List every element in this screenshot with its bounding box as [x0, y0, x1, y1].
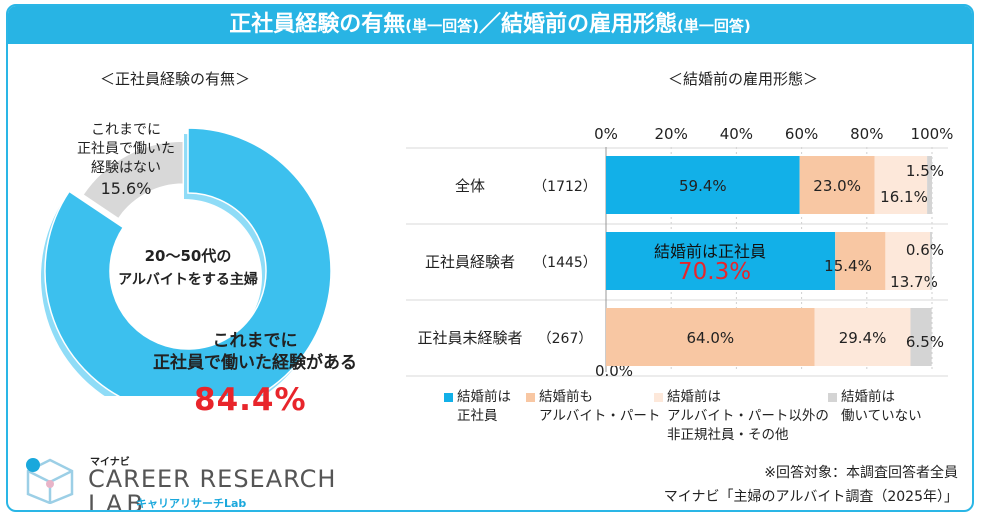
donut-center-line1: 20～50代の	[145, 247, 232, 265]
bar-segment	[885, 232, 931, 290]
yes-label-line2: 正社員で働いた経験がある	[153, 352, 357, 373]
title-tag-2: (単一回答)	[677, 17, 751, 35]
donut-slice-no	[81, 140, 185, 220]
legend-item-3: 結婚前はアルバイト・パート以外の 非正規社員・その他	[654, 388, 834, 448]
title-part-2: 結婚前の雇用形態	[501, 12, 678, 37]
legend-1-line2: 正社員	[457, 408, 498, 424]
no-label-line2: 正社員で働いた	[77, 141, 175, 157]
title-separator: ／	[478, 12, 501, 37]
highlight-value: 70.3%	[678, 259, 752, 285]
legend-item-4: 結婚前は働いていない	[828, 388, 948, 448]
donut-section-title: ＜正社員経験の有無＞	[100, 70, 251, 88]
logo-kana: マイナビ	[90, 457, 130, 468]
sample-size-label: （267）	[538, 331, 593, 347]
legend-swatch-4	[828, 393, 837, 402]
donut-center-line2: アルバイトをする主婦	[118, 271, 258, 288]
no-label-line3: 経験はない	[91, 160, 161, 176]
bar-segment	[814, 308, 911, 366]
bar-segment	[835, 232, 886, 290]
bar-segment	[930, 232, 932, 290]
legend-4-line1: 結婚前は	[841, 389, 895, 405]
bar-value-label: 23.0%	[813, 177, 861, 195]
infographic-frame: 正社員経験の有無(単一回答)／結婚前の雇用形態(単一回答) ＜正社員経験の有無＞…	[6, 4, 974, 512]
bar-value-label: 15.4%	[824, 257, 872, 275]
bar-value-label: 16.1%	[880, 188, 928, 206]
yes-label-line1: これまでに	[213, 331, 298, 351]
bar-value-label: 0.0%	[595, 362, 633, 380]
sample-size-label: （1445）	[533, 255, 597, 271]
bar-value-label: 29.4%	[839, 329, 887, 347]
bar-segment	[606, 156, 800, 214]
logo-main: CAREER RESEARCH	[88, 465, 337, 493]
career-research-lab-logo-icon	[26, 458, 74, 504]
x-tick-label: 60%	[785, 125, 818, 143]
logo-lab: LAB	[88, 490, 147, 512]
bar-segment	[874, 156, 928, 214]
stacked-bar-chart: 0% 20% 40% 60% 80% 100% 全体 （1712） 59.4% 23.0% 16.…	[406, 125, 954, 380]
category-label: 正社員経験者	[425, 253, 515, 271]
bar-segment	[606, 232, 836, 290]
legend-swatch-1	[444, 393, 453, 402]
category-label: 正社員未経験者	[417, 329, 522, 347]
x-tick-label: 80%	[850, 125, 883, 143]
sample-size-label: （1712）	[533, 179, 597, 195]
source-note: マイナビ「主婦のアルバイト調査（2025年）」	[663, 489, 958, 505]
legend-3-line2: アルバイト・パート以外の	[667, 408, 829, 424]
yes-value: 84.4%	[194, 382, 307, 418]
bar-value-label: 0.6%	[906, 241, 944, 259]
bar-segment	[927, 156, 932, 214]
legend-4-line2: 働いていない	[841, 408, 922, 424]
legend-1-line1: 結婚前は	[457, 389, 511, 405]
logo-sub: キャリアリサーチLab	[136, 497, 247, 510]
legend-3-line3: 非正規社員・その他	[667, 427, 789, 443]
bar-section-title: ＜結婚前の雇用形態＞	[668, 70, 819, 88]
bar-value-label: 59.4%	[679, 177, 727, 195]
bar-segment	[606, 308, 815, 366]
legend-item-2: 結婚前もアルバイト・パート	[526, 388, 666, 448]
x-tick-label: 40%	[720, 125, 753, 143]
legend-3-line1: 結婚前は	[667, 389, 721, 405]
no-label-line1: これまでに	[91, 122, 161, 138]
bar-value-label: 1.5%	[906, 162, 944, 180]
legend-2-line2: アルバイト・パート	[539, 408, 661, 424]
highlight-label: 結婚前は正社員	[654, 242, 767, 261]
bar-segment	[799, 156, 875, 214]
legend-2-line1: 結婚前も	[539, 389, 593, 405]
x-tick-label: 0%	[594, 125, 618, 143]
legend-item-1: 結婚前は 正社員	[444, 388, 534, 448]
x-tick-label: 20%	[655, 125, 688, 143]
title-banner: 正社員経験の有無(単一回答)／結婚前の雇用形態(単一回答)	[8, 6, 972, 44]
category-label: 全体	[455, 177, 485, 195]
no-value: 15.6%	[101, 179, 152, 198]
bar-value-label: 6.5%	[906, 333, 944, 351]
bar-value-label: 13.7%	[890, 273, 938, 291]
bar-value-label: 64.0%	[686, 329, 734, 347]
title-part-1: 正社員経験の有無	[229, 12, 406, 37]
x-tick-label: 100%	[911, 125, 954, 143]
respondent-note: ※回答対象：本調査回答者全員	[764, 465, 958, 481]
legend-swatch-3	[654, 393, 663, 402]
legend-swatch-2	[526, 393, 535, 402]
title-tag-1: (単一回答)	[405, 17, 479, 35]
donut-slice-yes	[44, 127, 332, 396]
donut-chart: 20～50代の アルバイトをする主婦 これまでに 正社員で働いた 経験はない 1…	[41, 122, 357, 396]
bar-segment	[910, 308, 932, 366]
